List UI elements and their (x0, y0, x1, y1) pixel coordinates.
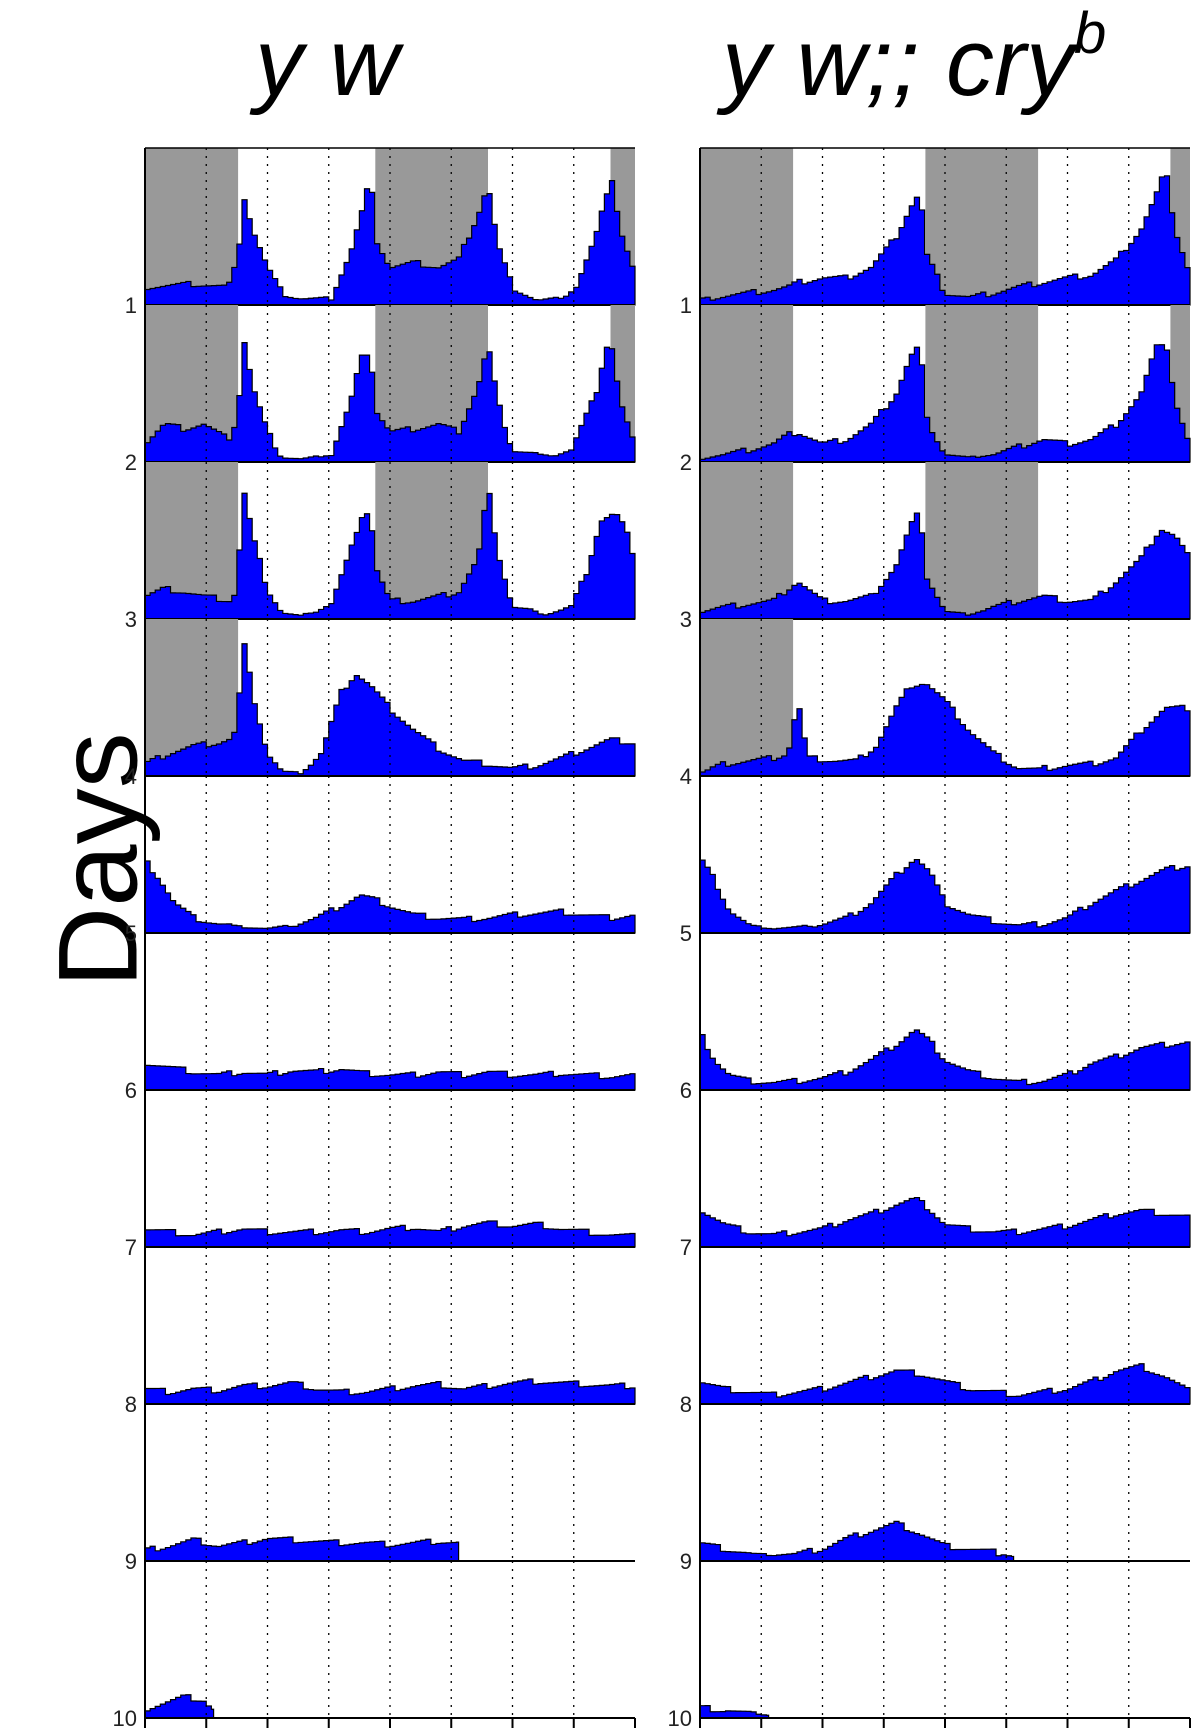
activity-bars-right-day4 (699, 683, 1191, 777)
dark-shading-right-day1-0 (700, 148, 794, 305)
activity-bars-left-day9 (144, 1536, 460, 1562)
panel-title-left: y w (255, 8, 399, 118)
activity-bars-left-day1 (144, 179, 636, 306)
row-label-left-day5: 5 (125, 921, 137, 946)
dark-shading-right-day2-0 (700, 305, 794, 462)
row-label-right-day3: 3 (680, 607, 692, 632)
row-label-left-day2: 2 (125, 450, 137, 475)
panel-title-right-text: y w;; cry (722, 9, 1074, 116)
row-label-right-day10: 10 (668, 1706, 692, 1729)
row-label-right-day7: 7 (680, 1235, 692, 1260)
row-label-left-day3: 3 (125, 607, 137, 632)
row-label-left-day10: 10 (113, 1706, 137, 1729)
activity-bars-right-day7 (699, 1196, 1191, 1248)
activity-bars-left-day4 (144, 643, 636, 777)
activity-bars-left-day2 (144, 341, 636, 463)
row-label-left-day9: 9 (125, 1549, 137, 1574)
activity-bars-left-day10 (144, 1694, 215, 1719)
activity-bars-right-day2 (699, 344, 1191, 463)
dark-shading-left-day1-0 (145, 148, 239, 305)
panel-title-right-superscript: b (1073, 1, 1107, 66)
dark-shading-right-day3-1 (925, 462, 1039, 619)
row-label-right-day5: 5 (680, 921, 692, 946)
row-label-left-day4: 4 (125, 764, 137, 789)
panel-title-left-text: y w (255, 9, 399, 116)
row-label-right-day6: 6 (680, 1078, 692, 1103)
activity-bars-left-day5 (144, 860, 636, 934)
activity-bars-right-day10 (699, 1705, 770, 1719)
activity-bars-right-day6 (699, 1029, 1191, 1091)
row-label-right-day8: 8 (680, 1392, 692, 1417)
row-label-left-day7: 7 (125, 1235, 137, 1260)
dark-shading-right-day3-0 (700, 462, 794, 619)
dark-shading-right-day1-1 (925, 148, 1039, 305)
dark-shading-right-day4-0 (700, 619, 794, 776)
row-label-left-day8: 8 (125, 1392, 137, 1417)
row-label-right-day2: 2 (680, 450, 692, 475)
row-label-right-day9: 9 (680, 1549, 692, 1574)
row-label-left-day6: 6 (125, 1078, 137, 1103)
row-label-left-day1: 1 (125, 293, 137, 318)
activity-bars-right-day9 (699, 1520, 1015, 1562)
panel-title-right: y w;; cryb (722, 1, 1106, 118)
row-label-right-day4: 4 (680, 764, 692, 789)
dark-shading-right-day2-1 (925, 305, 1039, 462)
row-label-right-day1: 1 (680, 293, 692, 318)
activity-bars-right-day1 (699, 175, 1191, 306)
activity-bars-right-day3 (699, 512, 1191, 620)
